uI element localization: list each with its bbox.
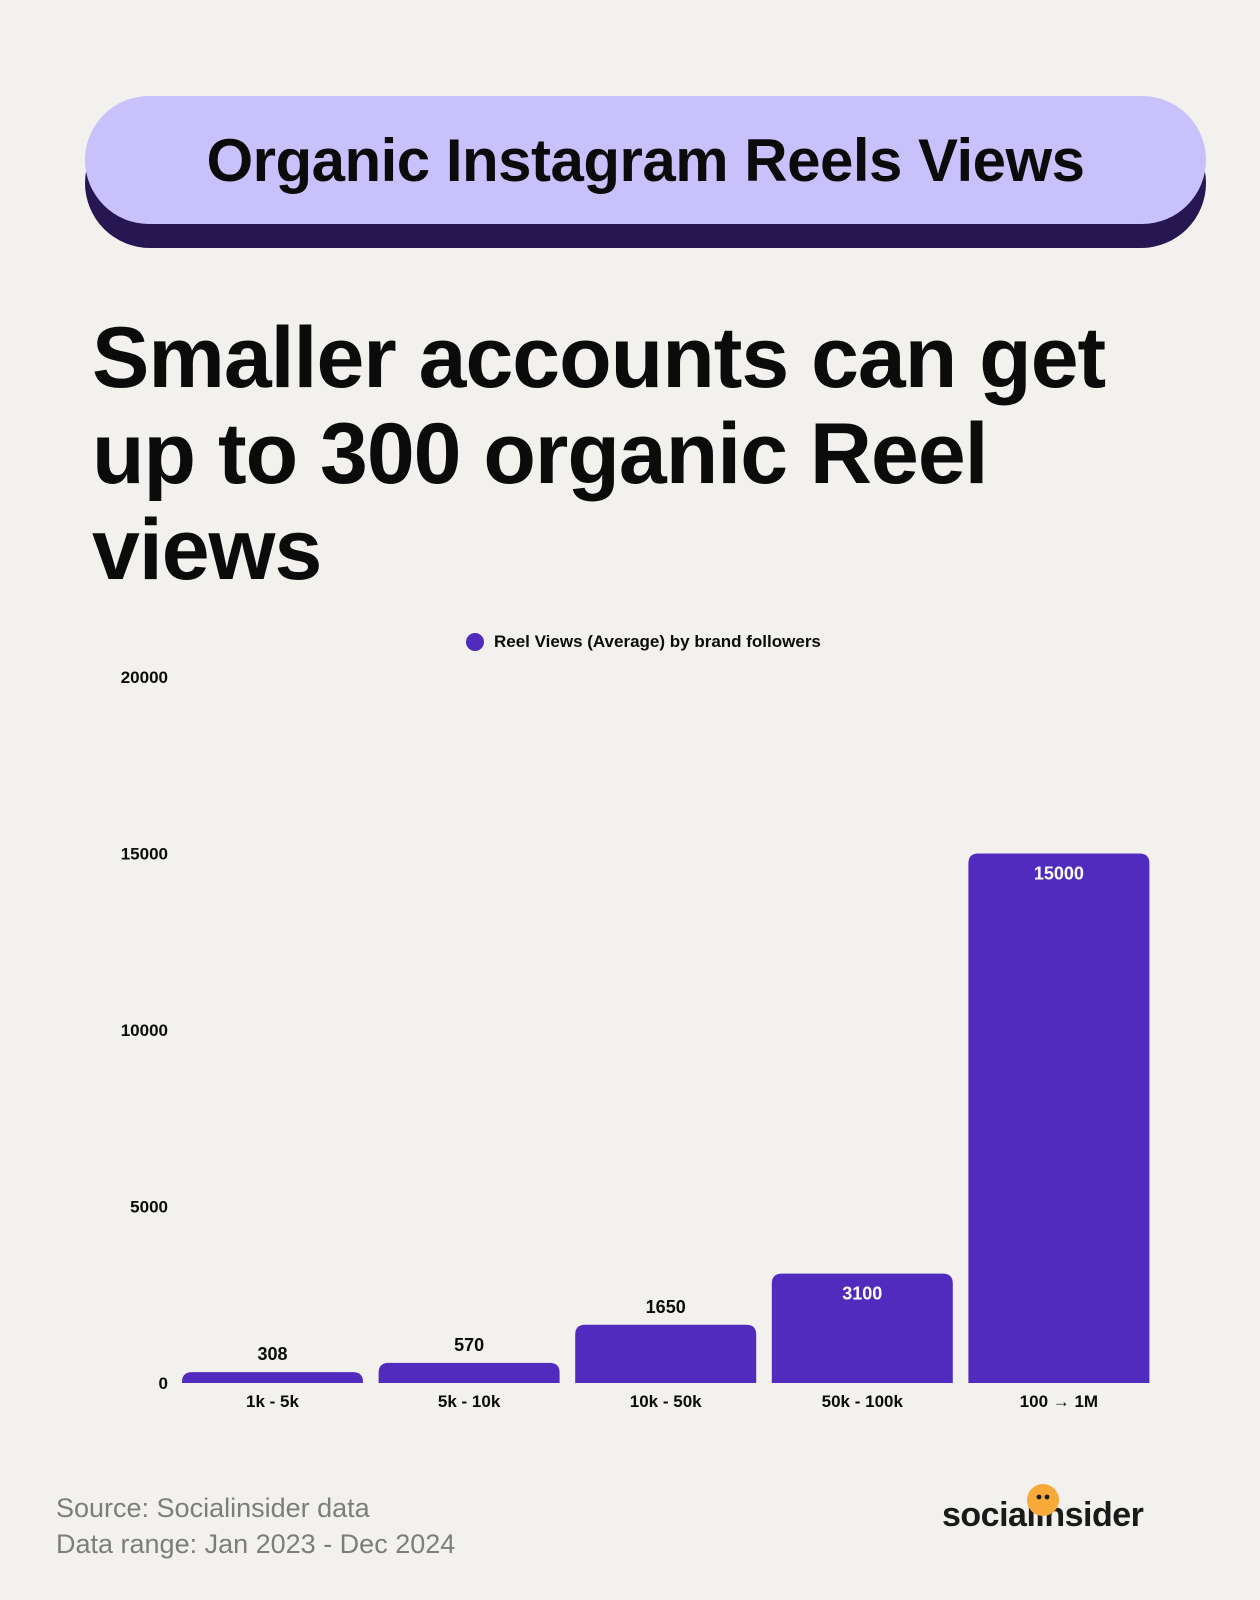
bar bbox=[575, 1324, 757, 1383]
y-tick-label: 5000 bbox=[130, 1198, 168, 1217]
data-label: 3100 bbox=[842, 1284, 882, 1304]
brand-logo: socialinsider bbox=[942, 1484, 1144, 1535]
data-label: 308 bbox=[257, 1344, 287, 1364]
bar bbox=[378, 1362, 560, 1383]
page-title: Organic Instagram Reels Views bbox=[206, 126, 1085, 194]
data-label: 570 bbox=[454, 1335, 484, 1355]
x-tick-label: 1k - 5k bbox=[246, 1392, 299, 1410]
data-label: 1650 bbox=[646, 1297, 686, 1317]
y-tick-label: 20000 bbox=[121, 668, 168, 687]
x-tick-label: 10k - 50k bbox=[630, 1392, 702, 1410]
data-label: 15000 bbox=[1034, 864, 1084, 884]
source-text: Source: Socialinsider data bbox=[56, 1493, 370, 1523]
bar bbox=[182, 1372, 363, 1383]
legend-dot-icon bbox=[466, 633, 484, 651]
headline: Smaller accounts can get up to 300 organ… bbox=[92, 310, 1106, 598]
legend-label: Reel Views (Average) by brand followers bbox=[494, 632, 821, 651]
x-tick-label: 5k - 10k bbox=[438, 1392, 501, 1410]
data-range-text: Data range: Jan 2023 - Dec 2024 bbox=[56, 1529, 456, 1559]
y-tick-label: 10000 bbox=[121, 1021, 168, 1040]
smiley-face-icon bbox=[1027, 1484, 1059, 1516]
y-tick-label: 15000 bbox=[121, 845, 168, 864]
title-pill: Organic Instagram Reels Views bbox=[85, 96, 1206, 224]
bar-chart: 0 5000 10000 15000 20000 308 1k - 5k 570 5k - 10… bbox=[121, 668, 1150, 1410]
chart-legend: Reel Views (Average) by brand followers bbox=[466, 632, 821, 652]
y-tick-label: 0 bbox=[159, 1374, 168, 1393]
x-tick-label: 50k - 100k bbox=[822, 1392, 904, 1410]
bar bbox=[968, 853, 1150, 1383]
x-tick-label: 100 → 1M bbox=[1020, 1392, 1098, 1410]
bar bbox=[771, 1273, 953, 1383]
source-note: Source: Socialinsider data Data range: J… bbox=[56, 1490, 455, 1562]
